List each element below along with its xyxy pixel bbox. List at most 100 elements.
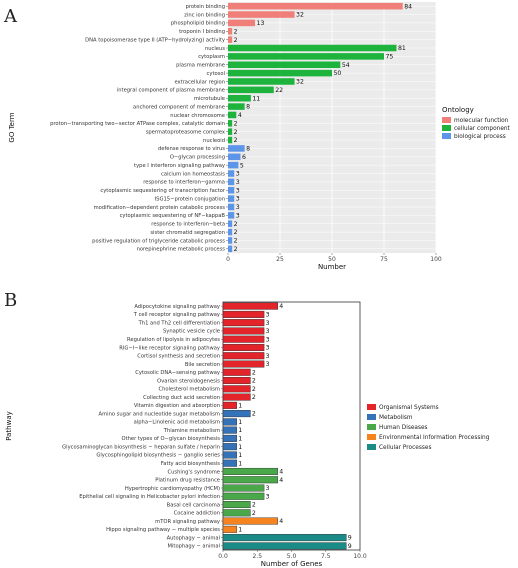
category-label: spermatoproteasome complex — [146, 129, 225, 135]
bar — [228, 78, 295, 85]
bar — [222, 484, 265, 492]
data-label: 1 — [238, 526, 242, 533]
bar — [222, 343, 265, 351]
legend-label: Organismal Systems — [379, 405, 439, 411]
data-label: 32 — [296, 12, 304, 19]
bar — [228, 103, 245, 110]
bar — [222, 492, 265, 500]
bar — [228, 28, 233, 35]
data-label: 3 — [266, 345, 270, 352]
data-label: 84 — [404, 3, 412, 10]
legend-swatch — [367, 434, 376, 440]
data-label: 9 — [348, 543, 352, 550]
bar — [222, 434, 237, 442]
bar — [222, 352, 265, 360]
y-axis-title: Pathway — [5, 411, 13, 441]
category-label: Hippo signaling pathway − multiple speci… — [106, 527, 220, 533]
category-label: zinc ion binding — [184, 12, 225, 18]
bar — [222, 368, 251, 376]
category-label: cytoplasmic sequestering of transcriptio… — [100, 188, 225, 194]
data-label: 13 — [257, 20, 265, 27]
bar — [228, 153, 241, 161]
data-label: 1 — [238, 427, 242, 434]
kegg-pathway-chart: Adipocytokine signaling pathway 4 T cell r… — [5, 301, 490, 568]
bar — [228, 94, 251, 102]
data-label: 3 — [266, 336, 270, 343]
category-label: Other types of O−glycan biosynthesis — [122, 436, 221, 442]
bar — [228, 178, 235, 186]
data-label: 8 — [246, 104, 250, 111]
bar — [228, 161, 239, 169]
bar — [222, 525, 237, 533]
data-label: 1 — [238, 460, 242, 467]
panel-a-letter: A — [3, 6, 18, 27]
category-label: integral component of plasma membrane — [117, 88, 225, 94]
bar — [228, 186, 235, 194]
data-label: 6 — [242, 154, 246, 161]
bar — [228, 11, 295, 18]
data-label: 2 — [234, 28, 238, 35]
legend-swatch — [367, 414, 376, 420]
x-tick-label: 25 — [276, 256, 284, 263]
category-label: response to interferon−beta — [151, 222, 225, 228]
data-label: 22 — [275, 87, 283, 94]
data-label: 3 — [266, 320, 270, 327]
data-label: 2 — [234, 238, 238, 245]
bar — [228, 245, 233, 253]
category-label: microtubule — [194, 96, 225, 102]
data-label: 2 — [234, 137, 238, 144]
legend-label: Metabolism — [379, 415, 413, 421]
category-label: protein binding — [186, 4, 225, 10]
category-label: ISG15−protein conjugation — [155, 196, 225, 202]
category-label: Amino sugar and nucleotide sugar metabol… — [99, 411, 220, 417]
data-label: 11 — [252, 95, 260, 102]
bar — [222, 534, 347, 542]
category-label: troponin I binding — [179, 29, 225, 35]
bar — [222, 335, 265, 343]
category-label: cytoplasmic sequestering of NF−kappaB — [120, 213, 226, 219]
data-label: 54 — [342, 62, 350, 69]
bar — [222, 418, 237, 426]
category-label: sister chromatid segregation — [150, 230, 225, 236]
category-label: Cytosolic DNA−sensing pathway — [135, 370, 220, 376]
category-label: modification−dependent protein catabolic… — [94, 205, 226, 211]
data-label: 4 — [279, 477, 283, 484]
data-label: 4 — [279, 303, 283, 310]
category-label: Bile secretion — [185, 362, 220, 368]
legend-swatch — [367, 424, 376, 430]
data-label: 3 — [266, 353, 270, 360]
bar — [222, 385, 251, 393]
category-label: Vitamin digestion and absorption — [134, 403, 220, 409]
category-label: nucleoid — [203, 138, 225, 144]
category-label: Cushing's syndrome — [168, 469, 221, 475]
category-label: Fatty acid biosynthesis — [161, 461, 221, 467]
category-label: cytosol — [207, 71, 225, 77]
data-label: 4 — [279, 469, 283, 476]
data-label: 75 — [386, 53, 394, 60]
category-label: mTOR signaling pathway — [155, 519, 220, 525]
category-label: O−glycan processing — [170, 155, 225, 161]
data-label: 2 — [234, 246, 238, 253]
data-label: 1 — [238, 402, 242, 409]
data-label: 2 — [252, 394, 256, 401]
category-label: response to interferon−gamma — [143, 180, 225, 186]
legend-swatch — [442, 117, 451, 123]
legend-swatch — [442, 133, 451, 139]
x-tick-label: 75 — [380, 256, 388, 263]
category-label: Platinum drug resistance — [155, 478, 220, 484]
legend-label: Environmental Information Processing — [379, 435, 490, 441]
data-label: 3 — [266, 312, 270, 319]
category-label: proton−transporting two−sector ATPase co… — [50, 121, 225, 127]
category-label: RIG−I−like receptor signaling pathway — [119, 345, 220, 351]
category-label: Mitophagy − animal — [168, 544, 220, 550]
data-label: 2 — [234, 229, 238, 236]
bar — [228, 212, 235, 219]
bar — [228, 128, 233, 135]
data-label: 3 — [266, 361, 270, 368]
bar — [228, 220, 233, 227]
bar — [222, 360, 265, 368]
data-label: 2 — [252, 386, 256, 393]
category-label: Epithelial cell signaling in Helicobacte… — [79, 494, 220, 500]
data-label: 3 — [236, 196, 240, 203]
